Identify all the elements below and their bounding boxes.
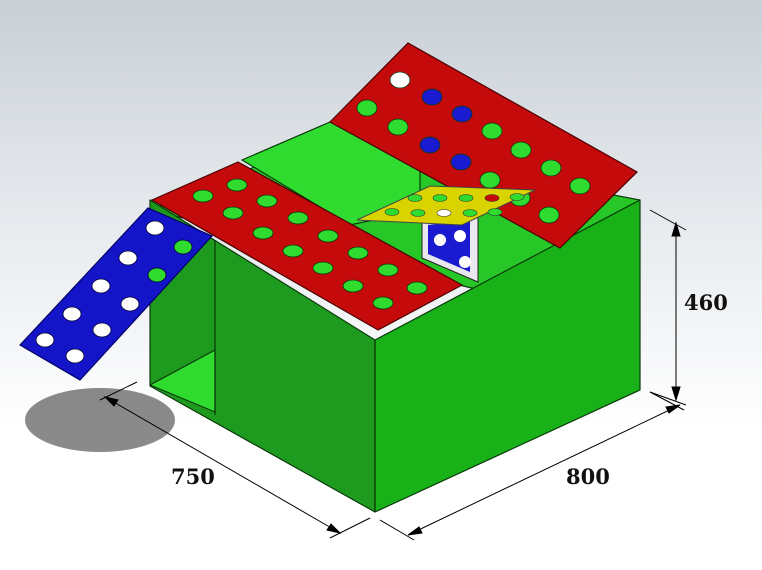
plate-hole [487, 208, 503, 216]
lid-hole [356, 99, 378, 117]
dim-label-width: 800 [566, 464, 610, 489]
lid-hole [421, 88, 443, 106]
lid-hole [450, 153, 472, 171]
lid-hole [389, 71, 411, 89]
lid-hole [377, 263, 399, 277]
ramp-hole [65, 348, 85, 364]
lid-hole [372, 296, 394, 310]
arrow-head [103, 396, 119, 407]
lid-hole [540, 159, 562, 177]
plate-hole [509, 193, 525, 201]
ext-line [649, 209, 687, 231]
lid-hole [252, 226, 274, 240]
dim-line-length [104, 396, 341, 534]
lid-hole [419, 136, 441, 154]
blue-ramp [19, 207, 214, 381]
arrow-head [326, 523, 342, 534]
lid-hole [222, 206, 244, 220]
lid-hole [347, 246, 369, 260]
dimension-lines [99, 209, 687, 541]
lid-hole [510, 141, 532, 159]
plate-hole [436, 209, 452, 217]
lid-hole [479, 171, 501, 189]
ext-line [329, 517, 371, 539]
plate-hole [384, 208, 400, 216]
front-lid-shape [150, 161, 464, 331]
front-lid-holes [192, 178, 428, 310]
dim-line-width [407, 404, 681, 536]
lid-hole [312, 261, 334, 275]
lid-hole [317, 229, 339, 243]
lid-hole [387, 118, 409, 136]
arrow-head [671, 221, 681, 237]
ramp-hole [62, 306, 82, 322]
arrow-head [671, 386, 681, 402]
plate-hole [458, 194, 474, 202]
arrow-head [407, 526, 423, 536]
lid-hole [538, 206, 560, 224]
lid-hole [569, 177, 591, 195]
lid-hole [226, 178, 248, 192]
red-front-lid [150, 161, 464, 331]
dim-label-height: 460 [684, 290, 728, 315]
ramp-hole [147, 267, 167, 283]
inner-panel-hole [459, 256, 471, 268]
lid-hole [192, 189, 214, 203]
ext-line [649, 391, 685, 411]
plate-hole [432, 194, 448, 202]
blue-inner-panel [421, 214, 479, 283]
lid-hole [287, 211, 309, 225]
yellow-plate [356, 185, 536, 226]
ramp-hole [120, 296, 140, 312]
lid-hole [451, 105, 473, 123]
inner-panel-hole [454, 230, 466, 242]
plate-hole [410, 209, 426, 217]
ramp-hole [118, 250, 138, 266]
lid-hole [256, 194, 278, 208]
lid-hole [282, 244, 304, 258]
ext-line [649, 391, 687, 406]
ramp-holes [35, 220, 193, 364]
ext-line [379, 519, 415, 541]
ramp-hole [35, 332, 55, 348]
ramp-shape [19, 207, 214, 381]
lid-hole [406, 281, 428, 295]
inner-panel-hole [434, 234, 446, 246]
ramp-hole [92, 322, 112, 338]
plate-hole [484, 194, 500, 202]
plate-hole [407, 194, 423, 202]
ramp-hole [173, 239, 193, 255]
yellow-plate-holes [384, 193, 525, 217]
dim-label-length: 750 [171, 464, 215, 489]
ramp-hole [145, 220, 165, 236]
ground-shadow [25, 388, 175, 452]
lid-hole [481, 122, 503, 140]
ramp-hole [91, 278, 111, 294]
arrow-head [665, 404, 681, 414]
plate-hole [462, 209, 478, 217]
lid-hole [342, 279, 364, 293]
